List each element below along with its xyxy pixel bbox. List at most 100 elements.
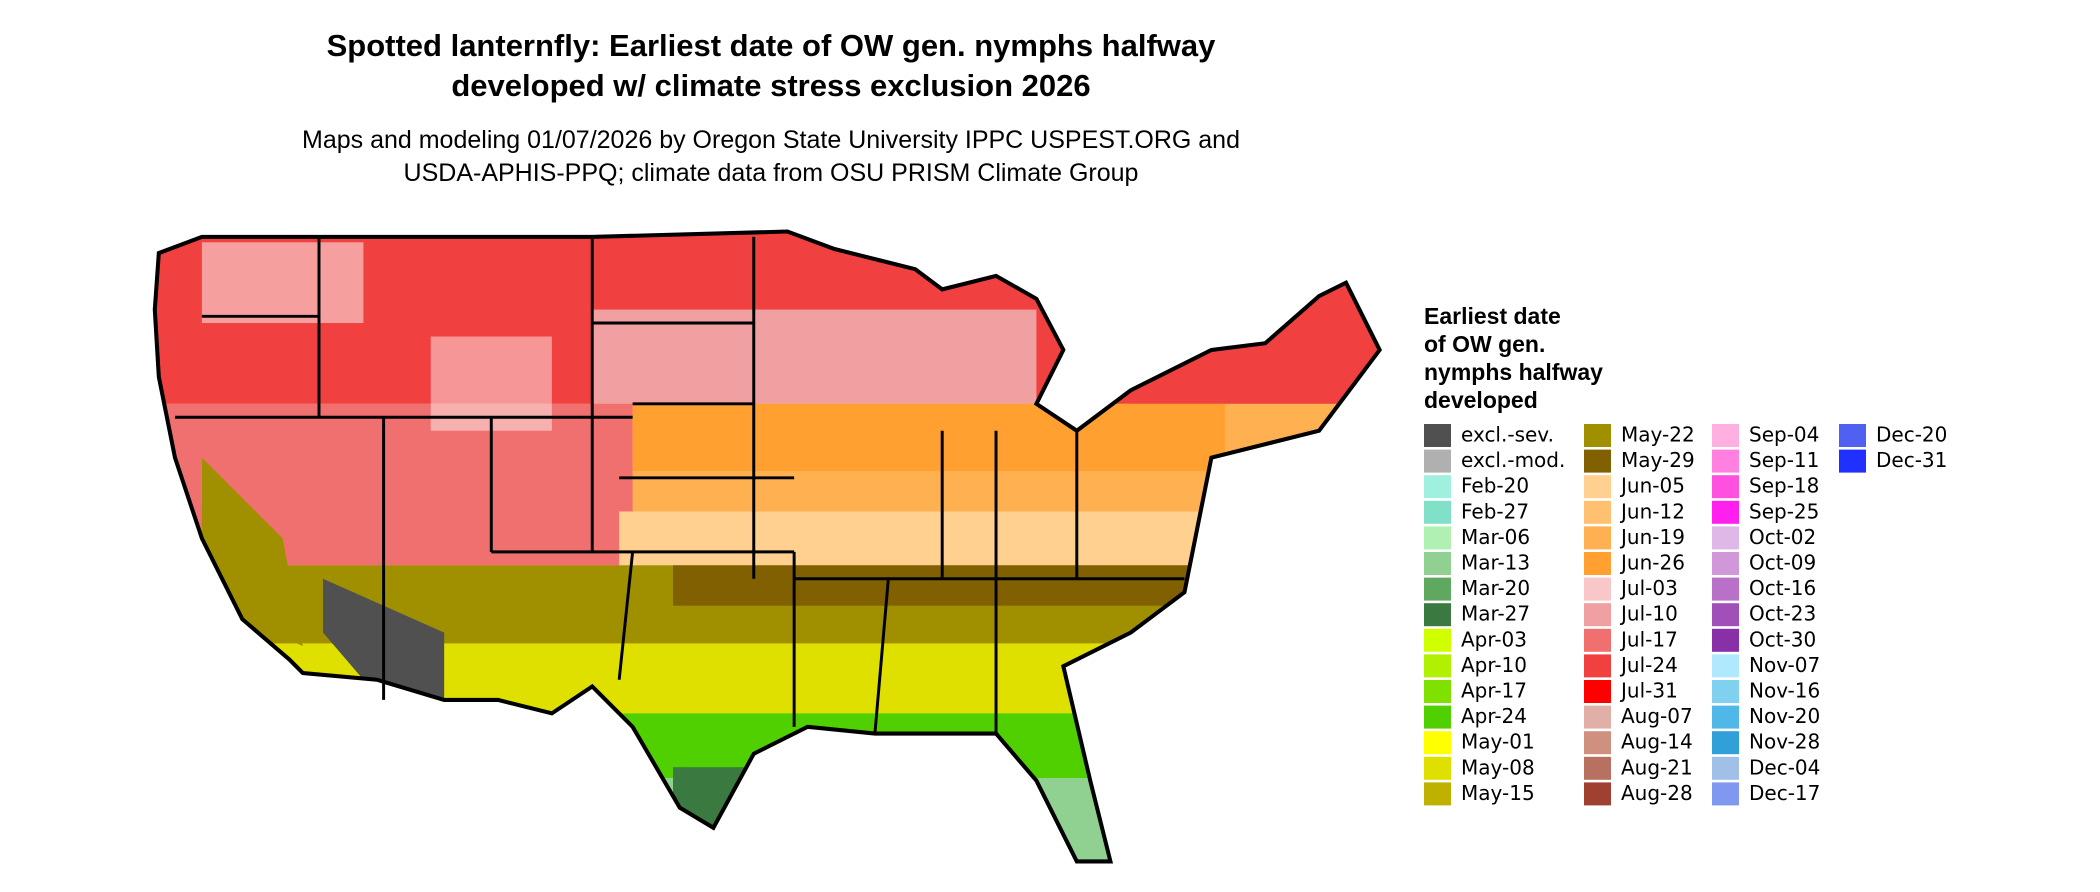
legend-label: excl.-sev. (1461, 423, 1554, 447)
legend-label: Sep-18 (1749, 474, 1819, 498)
legend-swatch (1712, 603, 1739, 627)
legend: excl.-sev.excl.-mod.Feb-20Feb-27Mar-06Ma… (1424, 423, 1947, 806)
legend-swatch (1424, 756, 1451, 780)
legend-label: Aug-21 (1621, 755, 1693, 779)
map (135, 215, 1414, 872)
legend-swatch (1424, 552, 1451, 575)
legend-title: developed (1424, 387, 1538, 413)
legend-swatch (1424, 705, 1451, 729)
legend-swatch (1584, 705, 1611, 729)
legend-swatch (1712, 628, 1739, 652)
legend-label: May-01 (1461, 730, 1535, 754)
legend-label: May-29 (1621, 448, 1695, 472)
legend-label: Mar-06 (1461, 525, 1530, 549)
legend-label: Jun-12 (1619, 499, 1685, 523)
legend-label: Oct-30 (1749, 627, 1816, 651)
legend-swatch (1584, 654, 1611, 678)
legend-label: Sep-25 (1749, 499, 1819, 523)
legend-label: Nov-20 (1749, 704, 1820, 728)
map-fill (154, 231, 1380, 862)
legend-label: Apr-17 (1461, 679, 1527, 703)
legend-swatch (1712, 654, 1739, 678)
legend-swatch (1712, 705, 1739, 729)
legend-label: Dec-20 (1876, 423, 1947, 447)
legend-label: excl.-mod. (1461, 448, 1565, 472)
legend-swatch (1712, 424, 1739, 447)
legend-swatch (1584, 731, 1611, 755)
legend-swatch (1712, 475, 1739, 499)
legend-swatch (1584, 577, 1611, 601)
legend-swatch (1424, 449, 1451, 473)
legend-label: Apr-10 (1461, 653, 1527, 677)
legend-swatch (1584, 756, 1611, 780)
title: developed w/ climate stress exclusion 20… (451, 68, 1090, 103)
legend-label: Aug-14 (1621, 730, 1693, 754)
title: Spotted lanternfly: Earliest date of OW … (327, 28, 1217, 63)
legend-label: Nov-07 (1749, 653, 1820, 677)
legend-swatch (1424, 500, 1451, 524)
legend-swatch (1584, 680, 1611, 703)
legend-label: Jun-19 (1619, 525, 1685, 549)
legend-swatch (1584, 500, 1611, 524)
legend-swatch (1584, 603, 1611, 627)
legend-label: Oct-23 (1749, 602, 1816, 626)
legend-label: May-22 (1621, 423, 1695, 447)
legend-title: Earliest date (1424, 303, 1561, 329)
legend-label: Jun-05 (1619, 474, 1685, 498)
legend-label: Feb-27 (1461, 499, 1529, 523)
legend-label: Dec-04 (1749, 755, 1820, 779)
legend-swatch (1712, 782, 1739, 806)
legend-label: Nov-28 (1749, 730, 1820, 754)
legend-label: Oct-09 (1749, 551, 1816, 575)
legend-swatch (1424, 654, 1451, 678)
legend-label: Jul-24 (1619, 653, 1678, 677)
legend-swatch (1712, 756, 1739, 780)
legend-swatch (1712, 526, 1739, 550)
legend-title: of OW gen. (1424, 331, 1545, 357)
subtitle: Maps and modeling 01/07/2026 by Oregon S… (302, 126, 1240, 154)
legend-swatch (1584, 628, 1611, 652)
legend-swatch (1584, 782, 1611, 806)
legend-swatch (1584, 424, 1611, 447)
legend-label: Mar-20 (1461, 576, 1530, 600)
legend-swatch (1839, 449, 1866, 473)
legend-swatch (1424, 680, 1451, 703)
legend-label: Jul-10 (1619, 602, 1678, 626)
legend-swatch (1424, 782, 1451, 806)
legend-label: May-08 (1461, 755, 1535, 779)
legend-swatch (1424, 603, 1451, 627)
legend-swatch (1839, 424, 1866, 447)
legend-swatch (1712, 731, 1739, 755)
legend-label: Aug-28 (1621, 781, 1693, 805)
legend-swatch (1424, 731, 1451, 755)
legend-swatch (1424, 628, 1451, 652)
legend-swatch (1584, 526, 1611, 550)
legend-swatch (1584, 552, 1611, 575)
legend-swatch (1424, 475, 1451, 499)
legend-label: Oct-16 (1749, 576, 1816, 600)
legend-swatch (1424, 526, 1451, 550)
legend-swatch (1424, 424, 1451, 447)
legend-label: Feb-20 (1461, 474, 1529, 498)
legend-label: Jul-17 (1619, 627, 1678, 651)
state-lines (174, 236, 1185, 734)
legend-label: Sep-11 (1749, 448, 1819, 472)
legend-label: Mar-27 (1461, 602, 1530, 626)
legend-label: Apr-03 (1461, 627, 1527, 651)
legend-label: Aug-07 (1621, 704, 1693, 728)
legend-label: Jul-03 (1619, 576, 1678, 600)
legend-label: May-15 (1461, 781, 1535, 805)
legend-swatch (1424, 577, 1451, 601)
subtitle: USDA-APHIS-PPQ; climate data from OSU PR… (404, 159, 1139, 187)
legend-label: Jun-26 (1619, 551, 1685, 575)
legend-label: Sep-04 (1749, 423, 1819, 447)
legend-title: nymphs halfway (1424, 359, 1603, 385)
legend-label: Jul-31 (1619, 679, 1678, 703)
legend-label: Nov-16 (1749, 679, 1820, 703)
legend-swatch (1584, 475, 1611, 499)
legend-label: Mar-13 (1461, 551, 1530, 575)
legend-swatch (1584, 449, 1611, 473)
legend-label: Dec-31 (1876, 448, 1947, 472)
legend-label: Apr-24 (1461, 704, 1527, 728)
